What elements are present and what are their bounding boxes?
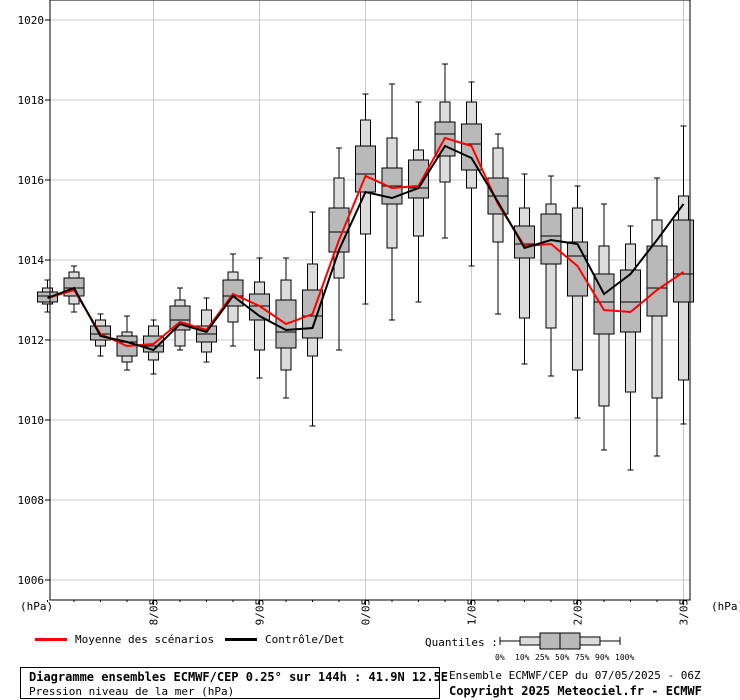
ensemble-box	[408, 101, 429, 303]
legend-swatch-control	[225, 638, 257, 641]
quantile-tick: 25%	[535, 653, 550, 662]
ensemble-box	[646, 177, 668, 457]
quantile-tick: 100%	[615, 653, 635, 662]
x-tick-label: 08/05	[148, 599, 161, 625]
box-p25-p75	[567, 241, 588, 297]
series-line	[47, 144, 685, 352]
quantiles-key	[499, 632, 621, 650]
box-p25-p75	[593, 273, 615, 335]
quantile-tick: 90%	[595, 653, 610, 662]
y-tick-label: 1016	[18, 174, 45, 187]
ensemble-box	[302, 211, 323, 427]
x-tick-label: 11/05	[466, 599, 479, 625]
box-p10-p90	[545, 203, 557, 329]
box-p25-p75	[514, 225, 535, 259]
ensemble-box	[593, 203, 615, 451]
box-p25-p75	[620, 269, 641, 333]
ensemble-box	[169, 287, 191, 351]
ensemble-box	[381, 83, 403, 321]
chart-title: Diagramme ensembles ECMWF/CEP 0.25° sur …	[29, 670, 449, 684]
ensemble-box	[222, 253, 244, 347]
box-p10-p90	[519, 207, 530, 319]
x-tick-label: 13/05	[678, 599, 691, 625]
quantiles-label: Quantiles :	[425, 636, 498, 649]
legend-label-mean: Moyenne des scénarios	[75, 633, 215, 646]
quantile-tick: 10%	[515, 653, 530, 662]
legend-item-mean: Moyenne des scénarios	[35, 633, 214, 646]
run-info: Ensemble ECMWF/CEP du 07/05/2025 - 06Z	[449, 669, 701, 682]
ensemble-boxplot-chart: 1006 1008 1010 1012 1014 1016 1018 1020 08/05 09…	[18, 0, 740, 625]
ensemble-box	[355, 93, 376, 305]
box-p25-p75	[355, 145, 376, 193]
ensemble-box	[540, 175, 562, 377]
ensemble-box	[673, 125, 694, 425]
box-p25-p75	[328, 207, 350, 253]
ensemble-box	[275, 257, 297, 399]
title-box: Diagramme ensembles ECMWF/CEP 0.25° sur …	[20, 667, 448, 699]
y-tick-label: 1010	[18, 414, 45, 427]
quantile-tick: 0%	[495, 653, 505, 662]
plot-frame	[49, 0, 691, 601]
legend-item-control: Contrôle/Det	[225, 633, 344, 646]
x-axis: 08/05 09/05 10/05 11/05 12/05 13/05	[47, 599, 691, 625]
legend-swatch-mean	[35, 638, 67, 641]
quantile-tick: 75%	[575, 653, 590, 662]
y-axis: 1006 1008 1010 1012 1014 1016 1018 1020	[18, 14, 50, 587]
y-tick-label: 1014	[18, 254, 45, 267]
y-unit-left: (hPa)	[20, 600, 53, 613]
y-tick-label: 1006	[18, 574, 45, 587]
box-p25-p75	[673, 219, 694, 303]
chart-subtitle: Pression niveau de la mer (hPa)	[29, 685, 235, 698]
ensemble-box	[514, 173, 535, 365]
y-tick-label: 1012	[18, 334, 45, 347]
y-tick-label: 1018	[18, 94, 45, 107]
ensemble-box	[461, 81, 482, 267]
y-unit-right: (hPa)	[711, 600, 740, 613]
series-lines	[47, 136, 685, 352]
x-tick-label: 12/05	[572, 599, 585, 625]
series-line	[47, 136, 685, 348]
box-p25-p75	[408, 159, 429, 199]
y-tick-label: 1020	[18, 14, 45, 27]
y-tick-label: 1008	[18, 494, 45, 507]
box-p25-p75	[646, 245, 668, 317]
ensemble-box	[249, 257, 270, 379]
ensemble-box	[487, 133, 509, 315]
x-tick-label: 10/05	[360, 599, 373, 625]
ensemble-box	[620, 225, 641, 471]
x-tick-label: 09/05	[254, 599, 267, 625]
quantile-tick: 50%	[555, 653, 570, 662]
ensemble-box	[567, 185, 588, 419]
legend: Moyenne des scénarios Contrôle/Det Quant…	[0, 625, 740, 665]
copyright: Copyright 2025 Meteociel.fr - ECMWF	[449, 684, 702, 698]
legend-label-control: Contrôle/Det	[265, 633, 345, 646]
